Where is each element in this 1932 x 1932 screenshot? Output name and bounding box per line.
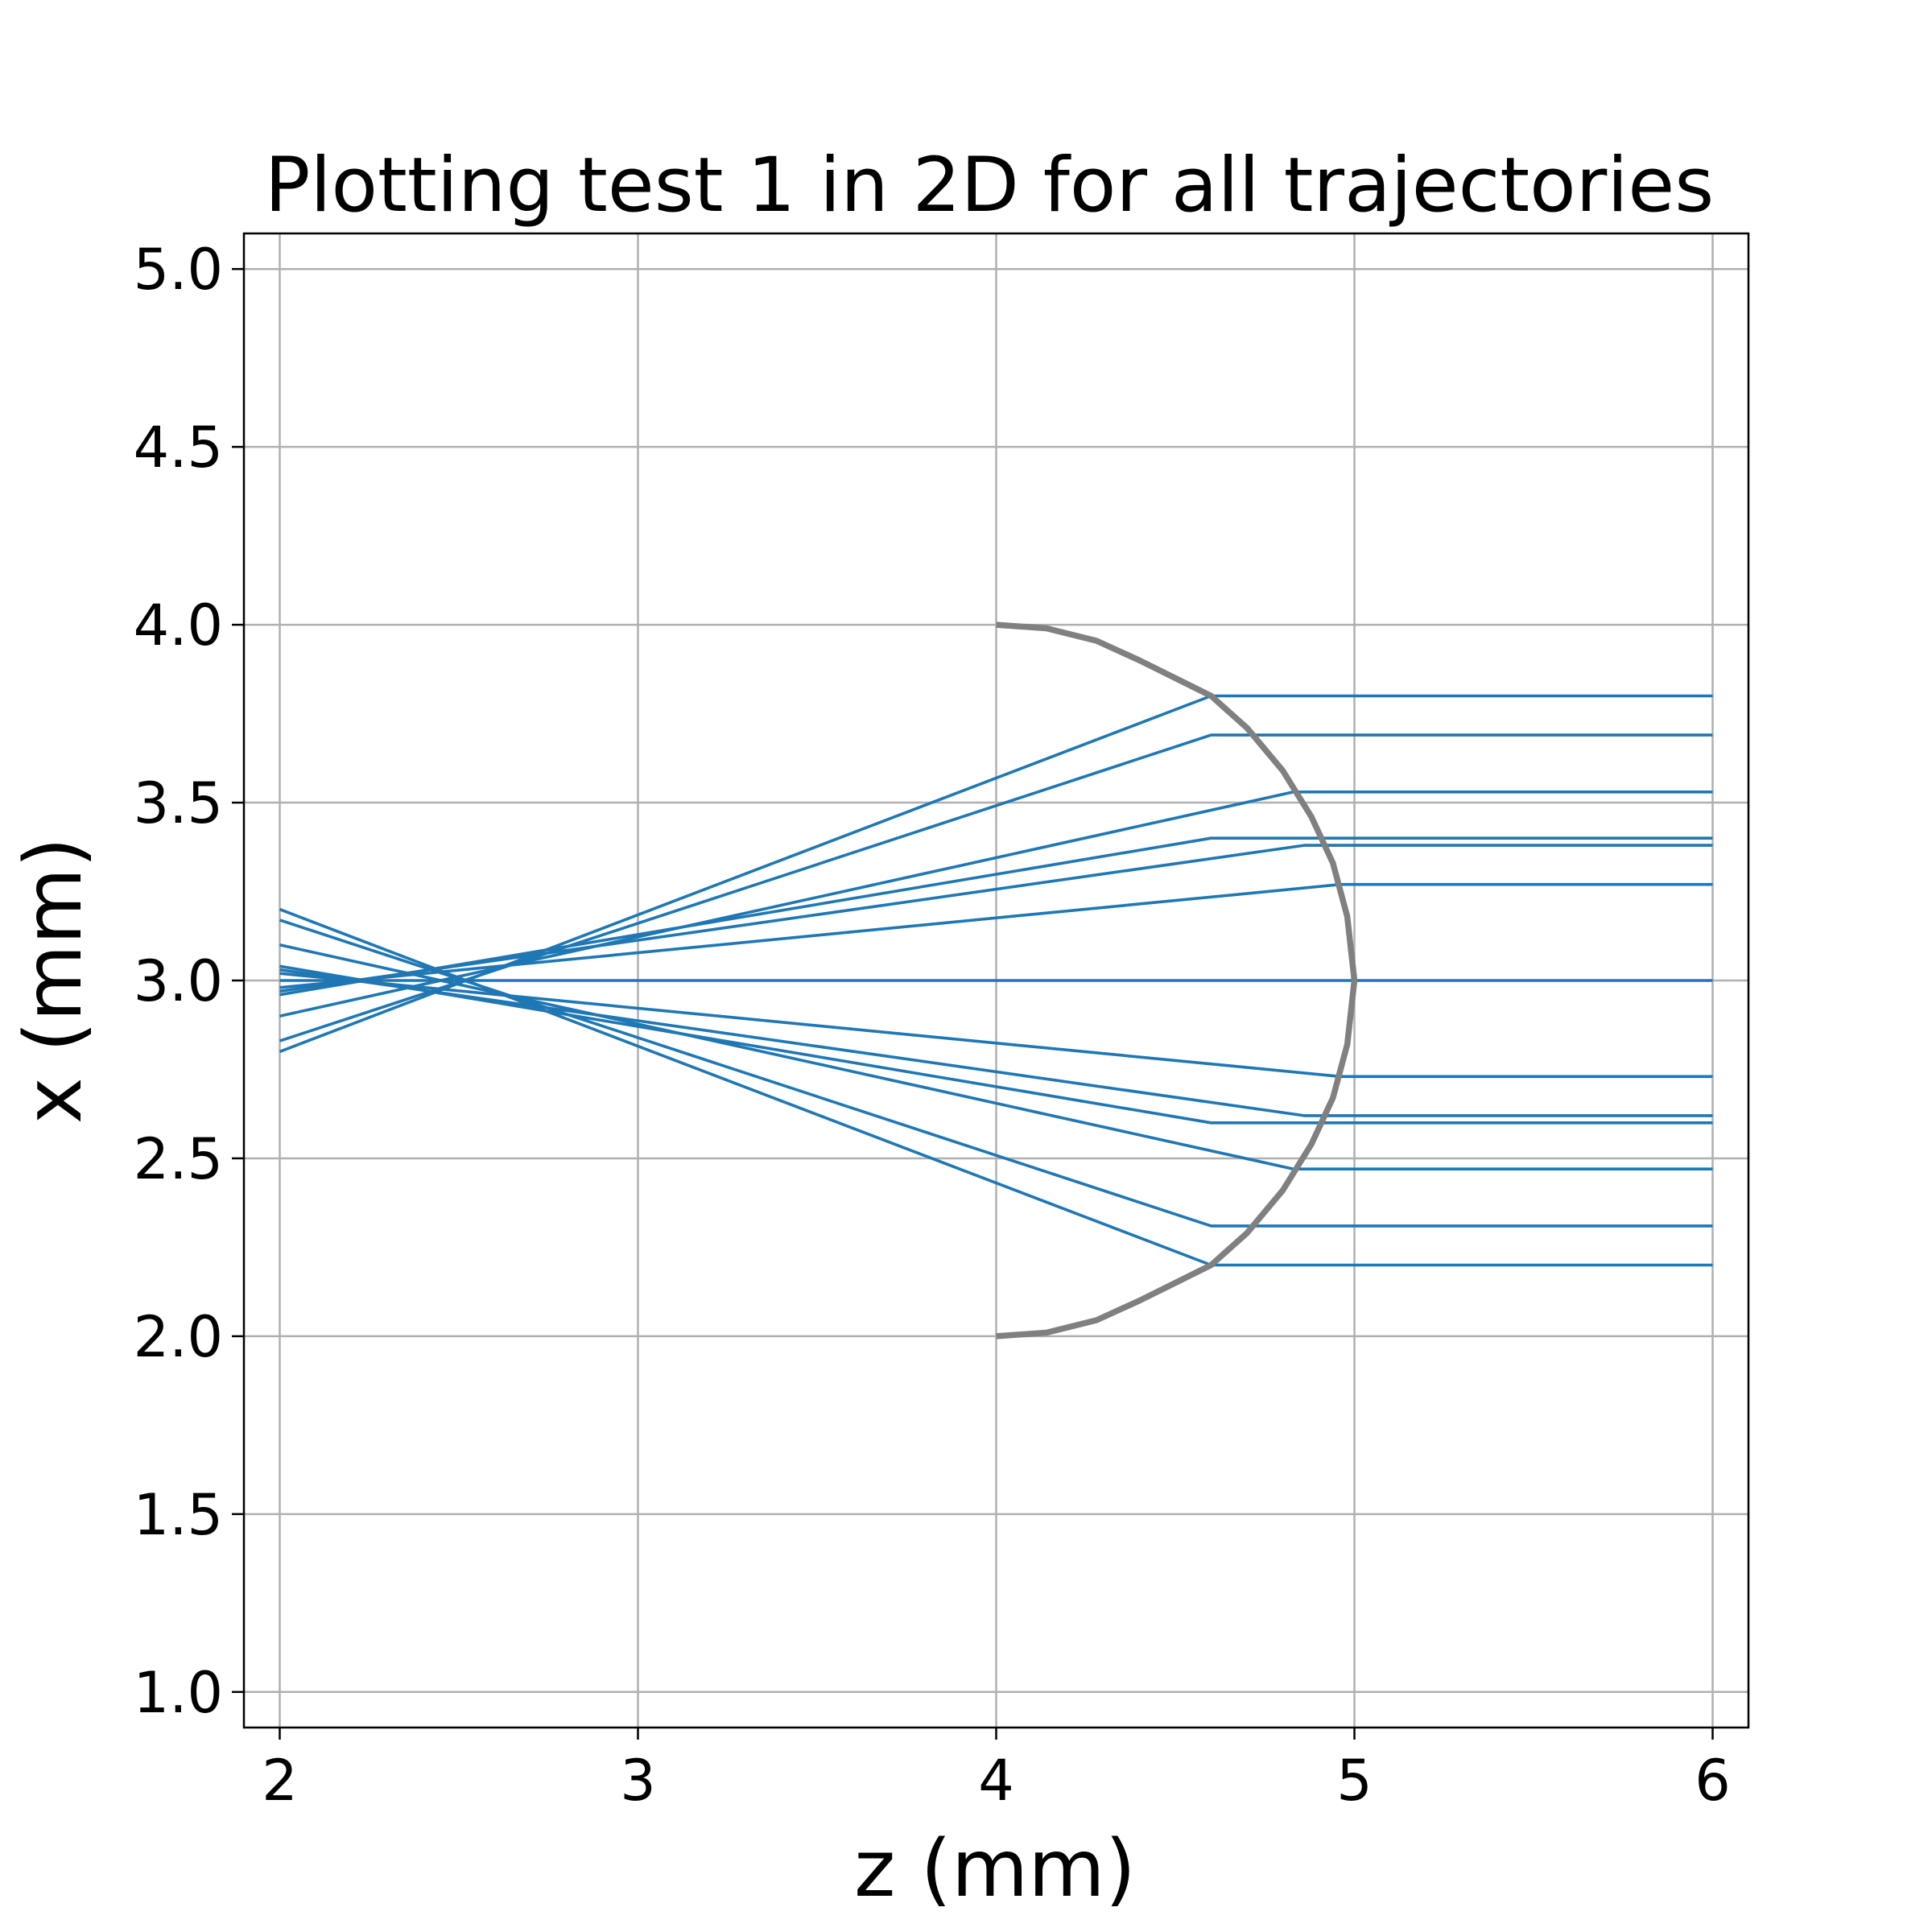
ray-trajectory — [279, 844, 1713, 993]
x-tick-label: 3 — [620, 1748, 656, 1814]
ray-trajectory — [279, 968, 1713, 1117]
y-tick-label: 3.0 — [134, 948, 223, 1014]
ray-trajectory — [279, 919, 1713, 1228]
y-tick-label: 2.5 — [134, 1126, 223, 1192]
y-axis-ticks: 1.0 1.5 2.0 2.5 3.0 3.5 4.0 4.5 5.0 — [134, 237, 244, 1726]
x-axis-ticks: 2 3 4 5 6 — [262, 1728, 1731, 1814]
x-tick-label: 6 — [1695, 1748, 1731, 1814]
y-tick-label: 5.0 — [134, 237, 223, 303]
y-tick-label: 4.0 — [134, 592, 223, 658]
lens-surface — [996, 621, 1358, 1340]
x-tick-label: 5 — [1336, 1748, 1373, 1814]
ray-trajectory — [279, 836, 1713, 997]
x-axis-label: z (mm) — [854, 1823, 1136, 1915]
x-tick-label: 4 — [978, 1748, 1014, 1814]
y-axis-label: x (mm) — [8, 837, 100, 1125]
y-tick-label: 3.5 — [134, 770, 223, 836]
y-tick-label: 1.0 — [134, 1660, 223, 1726]
ray-trajectory — [279, 733, 1713, 1042]
y-tick-label: 4.5 — [134, 415, 223, 481]
x-tick-label: 2 — [262, 1748, 298, 1814]
chart-title: Plotting test 1 in 2D for all trajectori… — [265, 142, 1715, 229]
y-tick-label: 1.5 — [134, 1482, 223, 1548]
ray-trajectory — [279, 964, 1713, 1125]
lens-curve — [996, 621, 1358, 1340]
y-tick-label: 2.0 — [134, 1304, 223, 1370]
